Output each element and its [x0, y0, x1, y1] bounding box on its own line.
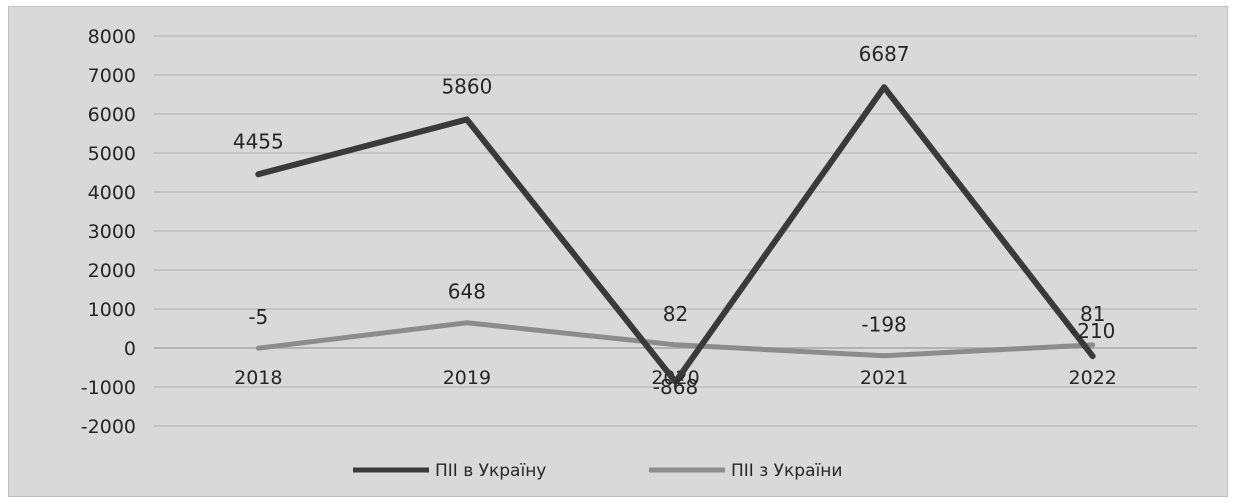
- series-line-0: [255, 84, 1096, 385]
- data-label-0-2019: 5860: [441, 74, 492, 98]
- y-tick-label: 6000: [88, 104, 136, 126]
- legend-label-1: ПІІ з України: [731, 461, 842, 481]
- legend: ПІІ в Україну ПІІ з України: [353, 461, 842, 481]
- y-tick-label: 3000: [88, 221, 136, 243]
- data-label-1-2018: -5: [248, 305, 268, 329]
- data-label-0-2018: 4455: [233, 129, 284, 153]
- series-line-1: [255, 320, 1096, 359]
- data-label-1-2020: 82: [663, 302, 688, 326]
- x-tick-label-2018: 2018: [234, 367, 282, 389]
- data-label-0-2021: 6687: [859, 42, 910, 66]
- y-tick-label: 0: [124, 338, 136, 360]
- data-labels: 4455 5860 -868 6687 -210 -5 648 82 -198 81: [233, 42, 1116, 399]
- x-tick-label-2019: 2019: [443, 367, 491, 389]
- y-tick-label: 5000: [88, 143, 136, 165]
- y-axis-tick-labels: 8000 7000 6000 5000 4000 3000 2000 1000 0 -1000 -2…: [81, 26, 136, 438]
- line-chart: 8000 7000 6000 5000 4000 3000 2000 1000 0 -1000 -2…: [81, 26, 1197, 481]
- x-tick-label-2022: 2022: [1069, 367, 1117, 389]
- chart-area: 8000 7000 6000 5000 4000 3000 2000 1000 0 -1000 -2…: [8, 6, 1228, 497]
- y-tick-label: 2000: [88, 260, 136, 282]
- y-tick-label: 1000: [88, 299, 136, 321]
- data-label-1-2019: 648: [448, 280, 486, 304]
- series-lines: [255, 84, 1096, 385]
- y-tick-label: -2000: [81, 416, 136, 438]
- data-label-0-2022: -210: [1070, 319, 1115, 343]
- gridlines: [154, 35, 1197, 427]
- x-axis-tick-labels: 2018 2019 2020 2021 2022: [234, 367, 1117, 389]
- y-tick-label: 8000: [88, 26, 136, 48]
- y-tick-label: -1000: [81, 377, 136, 399]
- y-tick-label: 4000: [88, 182, 136, 204]
- data-label-1-2021: -198: [861, 313, 906, 337]
- data-label-1-2022: 81: [1080, 302, 1105, 326]
- data-label-0-2020: -868: [653, 375, 698, 399]
- legend-label-0: ПІІ в Україну: [435, 461, 546, 481]
- x-tick-label-2021: 2021: [860, 367, 908, 389]
- y-tick-label: 7000: [88, 65, 136, 87]
